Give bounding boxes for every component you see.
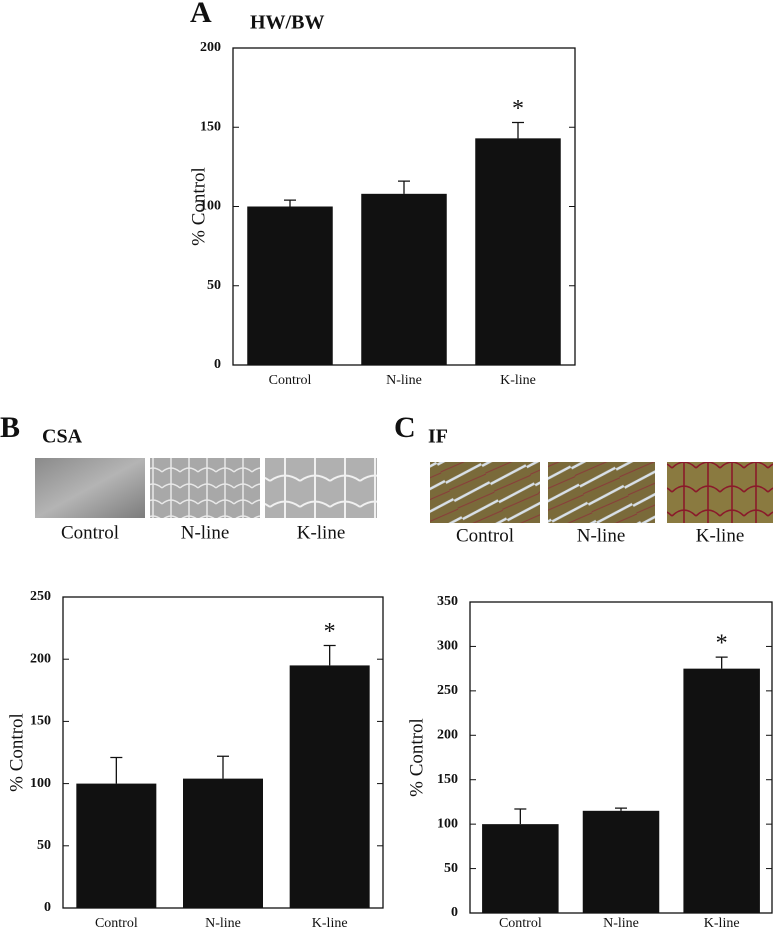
y-tick-label: 300 <box>437 639 458 654</box>
micrograph <box>667 462 773 523</box>
annotation: * <box>324 619 336 645</box>
chart: B CSA % Control 0 50 100 150 200 250 Control N-lin… <box>0 411 384 931</box>
y-tick-label: 0 <box>451 905 458 920</box>
error-bar <box>110 756 123 784</box>
y-tick-label: 100 <box>30 776 51 791</box>
plot-frame <box>232 47 576 366</box>
y-tick-label: 100 <box>200 199 221 214</box>
micrograph <box>150 458 260 518</box>
x-tick-label: Control <box>269 373 312 388</box>
bar <box>475 138 561 365</box>
x-tick-label: Control <box>499 916 542 931</box>
micrograph <box>265 458 377 518</box>
chart-title: CSA <box>42 426 83 448</box>
error-bar <box>715 656 728 669</box>
error-bar <box>514 808 527 825</box>
y-tick-label: 50 <box>207 278 221 293</box>
error-bar <box>284 199 296 207</box>
y-tick-label: 50 <box>444 861 458 876</box>
annotation: * <box>716 631 728 657</box>
error-bar <box>323 644 336 666</box>
micrograph <box>548 462 655 523</box>
y-tick-label: 0 <box>44 900 51 915</box>
y-axis-label: % Control <box>6 713 27 792</box>
panel-label: A <box>190 0 212 29</box>
x-tick-label: K-line <box>500 373 536 388</box>
x-tick-label: N-line <box>603 916 639 931</box>
bar <box>247 206 333 365</box>
x-tick-label: K-line <box>704 916 740 931</box>
x-tick-label: Control <box>95 916 138 931</box>
panel-label: C <box>394 411 416 444</box>
image-label: K-line <box>297 522 346 543</box>
plot-frame <box>62 596 384 909</box>
y-tick-label: 150 <box>200 119 221 134</box>
bar <box>361 193 447 365</box>
y-tick-label: 0 <box>214 357 221 372</box>
micrograph <box>35 458 145 518</box>
chart: C IF % Control 0 50 100 150 200 250 300 350 Control… <box>394 411 773 931</box>
x-tick-label: N-line <box>205 916 241 931</box>
bar <box>582 810 660 913</box>
x-tick-label: N-line <box>386 373 422 388</box>
image-label: Control <box>456 525 514 546</box>
image-label: N-line <box>181 522 230 543</box>
bar <box>183 778 263 908</box>
image-label: K-line <box>696 525 745 546</box>
y-tick-label: 50 <box>37 838 51 853</box>
micrographs <box>35 458 773 523</box>
y-tick-label: 350 <box>437 594 458 609</box>
y-tick-label: 100 <box>437 816 458 831</box>
bar <box>683 668 760 913</box>
image-label: N-line <box>577 525 626 546</box>
chart-title: IF <box>428 426 448 448</box>
y-tick-label: 250 <box>437 683 458 698</box>
error-bar <box>512 121 524 139</box>
panel-label: B <box>0 411 20 444</box>
plot-frame <box>469 601 773 914</box>
y-tick-label: 200 <box>437 728 458 743</box>
error-bar <box>217 755 229 779</box>
y-tick-label: 200 <box>200 40 221 55</box>
micrograph <box>430 462 540 523</box>
image-label: Control <box>61 522 119 543</box>
bar <box>289 665 370 908</box>
y-tick-label: 250 <box>30 589 51 604</box>
y-axis-label: % Control <box>406 718 427 797</box>
y-tick-label: 200 <box>30 651 51 666</box>
y-tick-label: 150 <box>437 772 458 787</box>
y-axis-label: % Control <box>188 167 209 246</box>
chart: A HW/BW % Control 0 50 100 150 200 Control N-line… <box>188 0 576 388</box>
error-bar <box>615 807 627 811</box>
y-tick-label: 150 <box>30 714 51 729</box>
bar <box>76 783 157 908</box>
bar <box>482 824 559 913</box>
x-tick-label: K-line <box>312 916 348 931</box>
chart-title: HW/BW <box>250 12 324 34</box>
error-bar <box>398 180 410 194</box>
annotation: * <box>512 96 524 122</box>
